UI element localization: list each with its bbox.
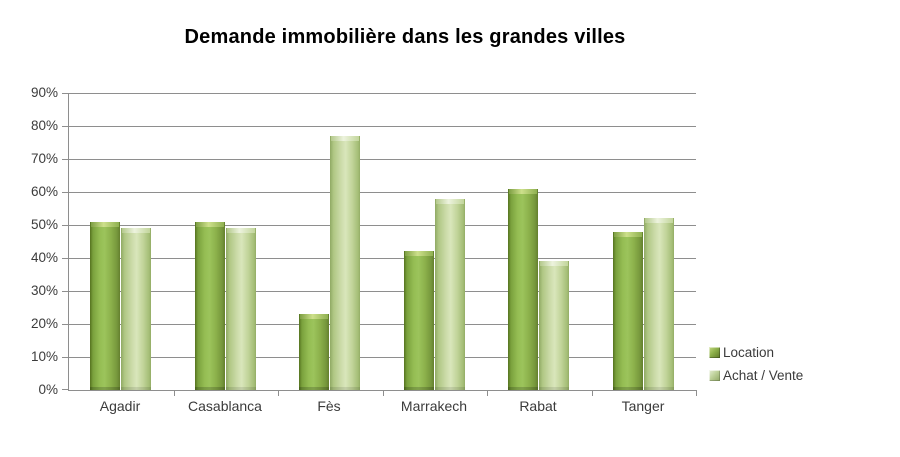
y-axis-tick-label: 80% xyxy=(30,118,58,133)
y-axis-tick-label: 60% xyxy=(30,184,58,199)
y-axis-tick xyxy=(62,159,69,160)
y-axis-tick-label: 70% xyxy=(30,151,58,166)
y-axis-tick xyxy=(62,225,69,226)
y-axis-tick-label: 20% xyxy=(30,316,58,331)
y-axis-tick xyxy=(62,357,69,358)
y-axis-tick xyxy=(62,258,69,259)
legend-marker-icon xyxy=(709,370,720,381)
legend-marker-icon xyxy=(709,347,720,358)
y-axis-tick-label: 10% xyxy=(30,349,58,364)
bar-location-agadir xyxy=(90,222,120,390)
bar-achat-vente-marrakech xyxy=(435,199,465,390)
bar-achat-vente-fès xyxy=(330,136,360,390)
y-axis-tick-label: 90% xyxy=(30,85,58,100)
gridline xyxy=(69,126,696,127)
gridline xyxy=(69,192,696,193)
x-axis-category-label: Agadir xyxy=(99,398,141,414)
x-axis-tick xyxy=(174,390,175,396)
x-axis-category-label: Rabat xyxy=(519,398,557,414)
y-axis-tick-label: 40% xyxy=(30,250,58,265)
x-axis-tick xyxy=(383,390,384,396)
gridline xyxy=(69,93,696,94)
x-axis-category-label: Marrakech xyxy=(400,398,468,414)
legend: Location Achat / Vente xyxy=(709,341,803,387)
y-axis-tick xyxy=(62,192,69,193)
legend-item: Achat / Vente xyxy=(709,364,803,387)
bar-achat-vente-tanger xyxy=(644,218,674,390)
x-axis-tick xyxy=(278,390,279,396)
gridline xyxy=(69,357,696,358)
legend-label: Achat / Vente xyxy=(723,368,804,383)
chart-title: Demande immobilière dans les grandes vil… xyxy=(184,26,626,48)
gridline xyxy=(69,225,696,226)
bar-location-casablanca xyxy=(195,222,225,390)
bar-location-tanger xyxy=(613,232,643,390)
x-axis-tick xyxy=(696,390,697,396)
y-axis-tick-label: 0% xyxy=(38,382,58,397)
legend-item: Location xyxy=(709,341,803,364)
bar-location-marrakech xyxy=(404,251,434,390)
y-axis-tick xyxy=(62,93,69,94)
gridline xyxy=(69,258,696,259)
bar-location-fès xyxy=(299,314,329,390)
gridline xyxy=(69,159,696,160)
x-axis-tick xyxy=(487,390,488,396)
y-axis-tick-label: 30% xyxy=(30,283,58,298)
plot-area xyxy=(62,93,697,396)
x-axis-tick xyxy=(592,390,593,396)
x-axis-category-label: Tanger xyxy=(621,398,665,414)
bar-achat-vente-rabat xyxy=(539,261,569,390)
bar-achat-vente-agadir xyxy=(121,228,151,390)
legend-label: Location xyxy=(723,345,775,360)
bar-location-rabat xyxy=(508,189,538,390)
y-axis-tick xyxy=(62,291,69,292)
x-axis-category-label: Casablanca xyxy=(188,398,262,414)
gridline xyxy=(69,324,696,325)
y-axis-tick-label: 50% xyxy=(30,217,58,232)
y-axis-tick xyxy=(62,126,69,127)
bar-achat-vente-casablanca xyxy=(226,228,256,390)
x-axis-category-label: Fès xyxy=(317,398,341,414)
y-axis-tick xyxy=(62,324,69,325)
gridline xyxy=(69,291,696,292)
y-axis-tick xyxy=(62,389,69,390)
